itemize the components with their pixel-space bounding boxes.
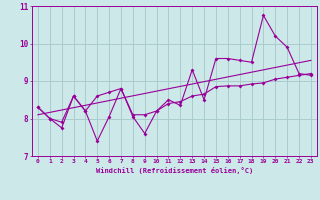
X-axis label: Windchill (Refroidissement éolien,°C): Windchill (Refroidissement éolien,°C)	[96, 167, 253, 174]
